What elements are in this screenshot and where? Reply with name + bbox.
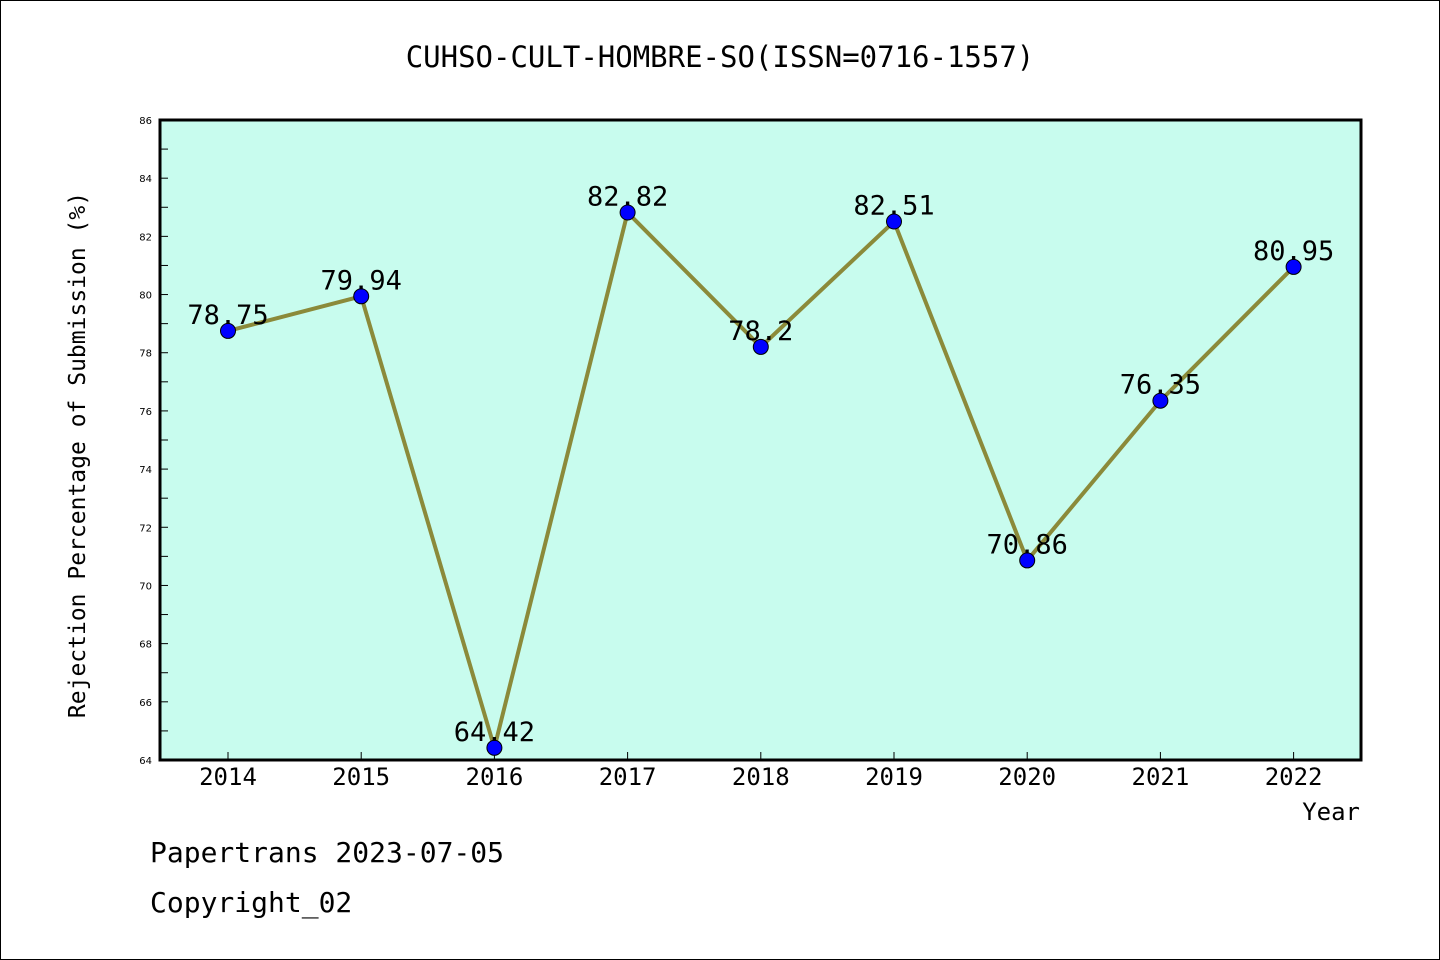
y-tick-label: 80 <box>139 291 152 302</box>
footer-date: Papertrans 2023-07-05 <box>150 836 505 869</box>
tick-layer: 64 66 68 70 72 74 76 78 80 82 84 86 2014 2015 2016 2017… <box>139 116 1322 791</box>
x-tick-label: 2020 <box>998 763 1056 791</box>
x-tick-label: 2018 <box>732 763 790 791</box>
y-tick-label: 84 <box>139 174 152 185</box>
data-point <box>752 338 769 355</box>
y-tick-label: 70 <box>139 581 152 592</box>
data-point <box>486 739 503 756</box>
x-tick-label: 2014 <box>199 763 257 791</box>
data-label: 64.42 <box>454 717 535 748</box>
data-point <box>886 213 902 230</box>
y-tick-label: 66 <box>139 698 152 709</box>
x-tick-label: 2022 <box>1265 763 1323 791</box>
data-point <box>1285 258 1302 275</box>
data-label: 80.95 <box>1253 236 1334 267</box>
x-tick-label: 2017 <box>599 763 657 791</box>
data-label: 82.51 <box>853 191 934 222</box>
data-point <box>1152 392 1169 409</box>
y-tick-label: 82 <box>139 232 152 243</box>
plot-area <box>160 120 1361 760</box>
data-point <box>353 288 370 305</box>
y-tick-label: 74 <box>139 465 152 476</box>
data-label: 76.35 <box>1120 370 1201 401</box>
x-tick-label: 2015 <box>332 763 390 791</box>
data-point <box>220 322 236 339</box>
x-axis-label: Year <box>1302 798 1360 826</box>
footer-copyright: Copyright_02 <box>150 886 353 919</box>
plot-border <box>158 118 1363 762</box>
data-label-layer: 78.75 79.94 64.42 82.82 78.2 82.51 70.86 76.35 8… <box>187 182 1334 748</box>
data-label: 82.82 <box>587 182 668 213</box>
chart-title: CUHSO-CULT-HOMBRE-SO(ISSN=0716-1557) <box>406 40 1035 74</box>
y-tick-label: 68 <box>139 640 152 651</box>
data-label: 78.2 <box>728 316 793 347</box>
y-tick-label: 86 <box>139 116 152 127</box>
data-point <box>619 204 636 221</box>
series-layer <box>220 204 1302 756</box>
x-tick-label: 2016 <box>466 763 524 791</box>
y-tick-label: 64 <box>139 756 152 767</box>
y-axis-label: Rejection Percentage of Submission (%) <box>65 192 91 718</box>
data-label: 79.94 <box>321 265 402 296</box>
y-tick-label: 78 <box>139 349 152 360</box>
y-tick-label: 72 <box>139 523 152 534</box>
x-tick-label: 2021 <box>1132 763 1190 791</box>
data-label: 78.75 <box>187 300 268 331</box>
data-point <box>1019 552 1036 569</box>
y-tick-label: 76 <box>139 407 152 418</box>
data-label: 70.86 <box>987 529 1068 560</box>
x-tick-label: 2019 <box>865 763 923 791</box>
